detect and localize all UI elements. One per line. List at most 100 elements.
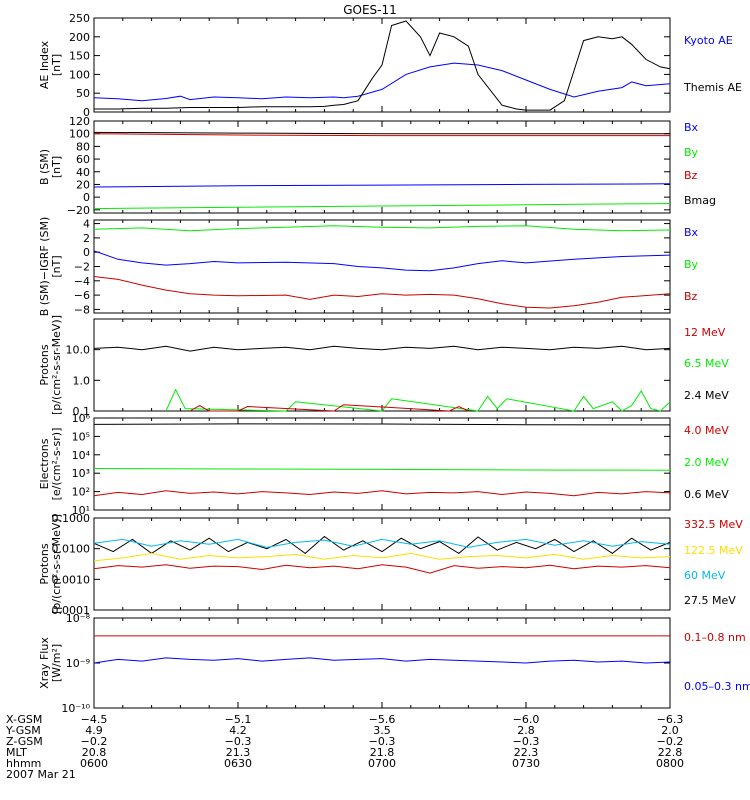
y-axis-label-line: [nT] [50, 54, 63, 76]
y-tick-label: 0 [83, 106, 90, 119]
y-tick-label: 0.1000 [52, 512, 91, 525]
series-protons2-2 [93, 552, 671, 562]
series-protons1-0 [93, 345, 671, 352]
series-bsm-1 [93, 133, 670, 137]
y-tick-label: 40 [76, 166, 90, 179]
x-tick-label: 4.9 [85, 724, 103, 737]
series-ae-0 [93, 62, 671, 102]
y-axis-label: Xray Flux[W/m²] [38, 637, 63, 689]
legend-entry: 2.4 MeV [684, 389, 729, 402]
y-tick-label: 10⁻¹⁰ [61, 702, 90, 715]
y-tick-label: 10⁻⁸ [66, 612, 91, 625]
legend-entry: Kyoto AE [684, 34, 733, 47]
y-tick-label: 0.0001 [52, 604, 91, 617]
y-tick-label: 4 [83, 218, 90, 231]
x-row-label: Z-GSM [6, 735, 43, 748]
panel-ae: 0 50 100 150 200 250 AE Index[nT] Kyoto AE Themi… [38, 12, 742, 119]
x-tick-label: 21.8 [370, 746, 395, 759]
x-tick-label: 2.0 [661, 724, 679, 737]
legend-entry: By [684, 258, 699, 271]
x-tick-label: 0800 [656, 757, 684, 770]
y-tick-label: 200 [69, 31, 90, 44]
legend-entry: 12 MeV [684, 326, 726, 339]
series-bigrf-1 [93, 250, 671, 272]
y-axis-label-line: B (SM) [38, 149, 51, 185]
legend-entry: 4.0 MeV [684, 424, 729, 437]
series-protons1-1 [165, 388, 671, 412]
y-axis-label: Electrons[e/(cm²-s-sr)] [38, 428, 63, 501]
x-tick-label: −5.1 [225, 713, 252, 726]
series-bigrf-0 [93, 225, 671, 232]
y-tick-label: 20 [76, 178, 90, 191]
y-tick-label: 10.0 [66, 344, 91, 357]
y-axis-label-line: AE Index [38, 40, 51, 89]
x-tick-label: 0600 [80, 757, 108, 770]
y-tick-label: 250 [69, 12, 90, 25]
y-axis-label-line: [e/(cm²-s-sr)] [50, 428, 63, 501]
x-row-label: 2007 Mar 21 [6, 768, 76, 781]
series-bsm-3 [93, 203, 671, 210]
y-axis-label-line: Protons [38, 543, 51, 584]
y-tick-label: 10¹ [72, 504, 90, 517]
series-electrons-2 [93, 490, 671, 497]
x-tick-label: −6.3 [657, 713, 684, 726]
y-axis-label-line: [nT] [50, 255, 63, 277]
legend-entry: Bx [684, 121, 699, 134]
panel-bigrf: −8−6−4−2 024 B (SM)−IGRF (SM)[nT] Bx By Bz [38, 217, 699, 317]
x-tick-label: 0700 [368, 757, 396, 770]
legend-entry: By [684, 146, 699, 159]
y-axis-label: B (SM)−IGRF (SM)[nT] [38, 217, 63, 317]
y-tick-label: −4 [74, 275, 90, 288]
y-tick-label: 0 [83, 246, 90, 259]
y-axis-label: B (SM)[nT] [38, 149, 63, 185]
y-tick-label: 80 [76, 140, 90, 153]
panel-frame [93, 617, 671, 709]
x-tick-label: 0730 [512, 757, 540, 770]
legend-entry: Bmag [684, 194, 716, 207]
y-tick-label: 100 [69, 128, 90, 141]
series-bsm-0 [93, 131, 670, 135]
legend-entry: 332.5 MeV [684, 518, 743, 531]
series-protons2-0 [93, 535, 671, 555]
y-tick-label: 60 [76, 153, 90, 166]
y-tick-label: −20 [67, 204, 90, 217]
x-tick-label: −5.6 [369, 713, 396, 726]
x-tick-label: −0.3 [369, 735, 396, 748]
y-tick-label: 120 [69, 115, 90, 128]
y-axis-label-line: [nT] [50, 156, 63, 178]
y-tick-label: 10⁻⁹ [66, 657, 90, 670]
y-tick-label: 10⁶ [72, 412, 91, 425]
series-bsm-2 [93, 183, 671, 188]
y-tick-label: 0 [83, 191, 90, 204]
y-tick-label: 150 [69, 50, 90, 63]
series-xray-1 [93, 657, 671, 664]
legend-entry: Bz [684, 290, 698, 303]
series-protons2-1 [93, 538, 671, 548]
legend-entry: 0.05–0.3 nm [684, 680, 750, 693]
y-tick-label: 10² [72, 486, 90, 499]
legend-entry: Bz [684, 169, 698, 182]
y-tick-label: 10⁴ [72, 449, 91, 462]
series-ae-1 [94, 20, 671, 111]
legend-entry: Themis AE [683, 81, 742, 94]
series-protons1-2 [189, 404, 469, 412]
y-tick-label: 0.1 [73, 405, 91, 418]
legend-entry: 60 MeV [684, 569, 726, 582]
y-tick-label: 2 [83, 232, 90, 245]
x-tick-label: −6.0 [513, 713, 540, 726]
series-protons2-3 [93, 564, 671, 574]
x-tick-label: −0.2 [657, 735, 684, 748]
y-tick-label: 0.0100 [52, 543, 91, 556]
x-tick-label: 2.8 [517, 724, 535, 737]
y-tick-label: 100 [69, 68, 90, 81]
y-axis-label: Protons[p/(cm²-s-sr-MeV)] [38, 315, 63, 415]
y-axis-label-line: B (SM)−IGRF (SM) [38, 217, 51, 317]
y-axis-label-line: Xray Flux [38, 637, 51, 689]
x-tick-label: −0.2 [81, 735, 108, 748]
legend-entry: Bx [684, 226, 699, 239]
panel-electrons: 10¹ 10² 10³ 10⁴ 10⁵ 10⁶ Electrons[e/(cm²-s-sr)… [38, 412, 729, 517]
